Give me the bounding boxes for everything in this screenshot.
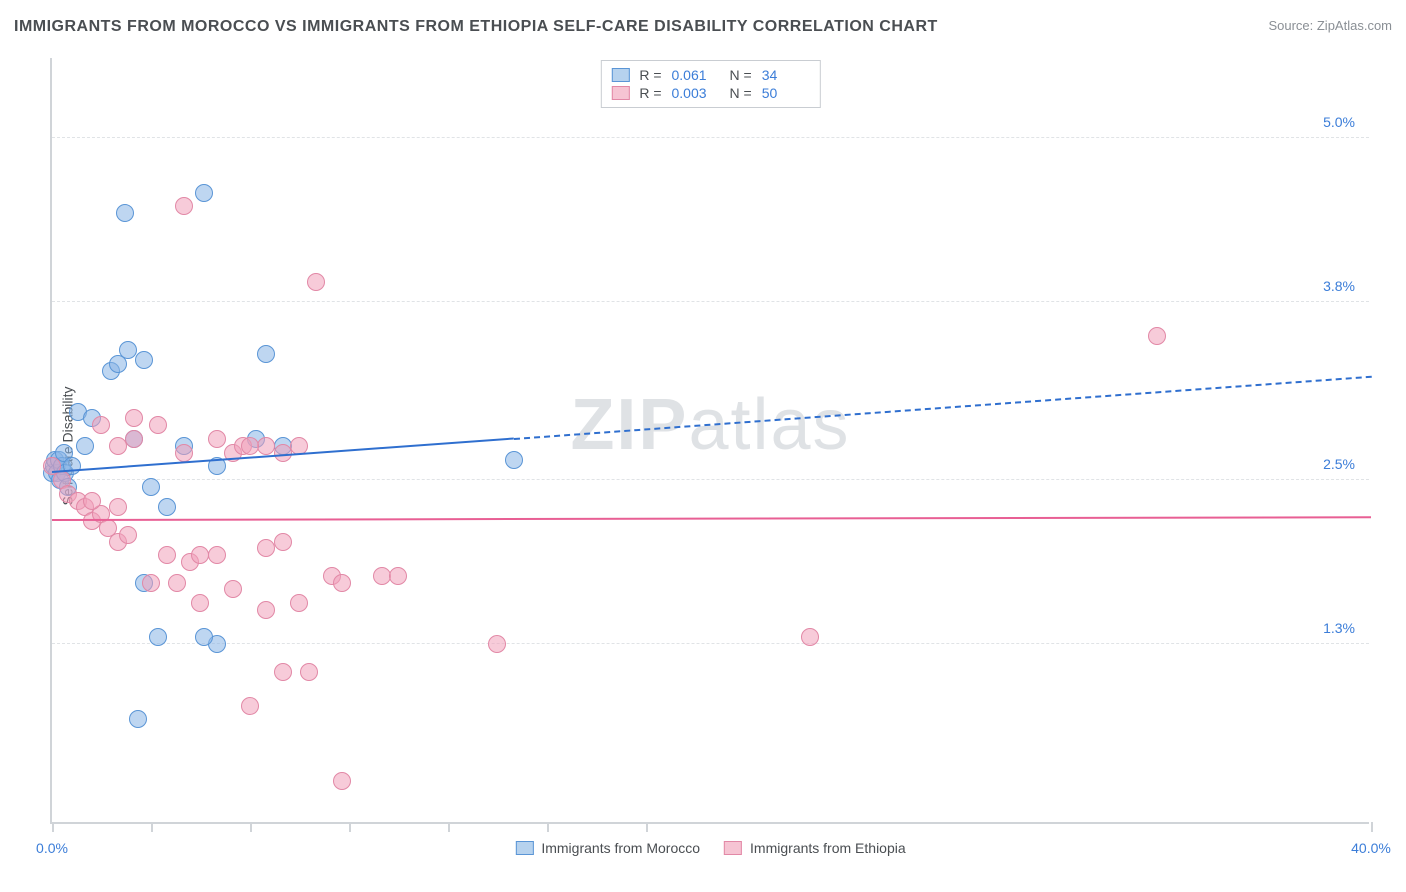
gridline xyxy=(52,643,1369,644)
scatter-point-morocco xyxy=(119,341,137,359)
scatter-point-morocco xyxy=(257,345,275,363)
scatter-point-ethiopia xyxy=(801,628,819,646)
trend-line-ethiopia xyxy=(52,516,1371,521)
chart-title: IMMIGRANTS FROM MOROCCO VS IMMIGRANTS FR… xyxy=(14,18,938,36)
legend-r-value-morocco: 0.061 xyxy=(672,67,720,83)
scatter-point-morocco xyxy=(158,498,176,516)
legend-top-row-ethiopia: R = 0.003 N = 50 xyxy=(611,84,809,102)
gridline xyxy=(52,301,1369,302)
scatter-point-morocco xyxy=(149,628,167,646)
scatter-point-ethiopia xyxy=(191,546,209,564)
scatter-point-ethiopia xyxy=(274,444,292,462)
source-attribution: Source: ZipAtlas.com xyxy=(1268,18,1392,33)
y-tick-label: 1.3% xyxy=(1323,620,1355,636)
scatter-point-ethiopia xyxy=(274,663,292,681)
scatter-point-ethiopia xyxy=(274,533,292,551)
x-tick xyxy=(52,822,54,832)
legend-bottom-item-morocco: Immigrants from Morocco xyxy=(515,840,700,856)
legend-bottom: Immigrants from Morocco Immigrants from E… xyxy=(515,840,905,856)
scatter-point-ethiopia xyxy=(109,498,127,516)
x-tick xyxy=(646,822,648,832)
scatter-point-ethiopia xyxy=(257,539,275,557)
x-tick xyxy=(448,822,450,832)
scatter-point-ethiopia xyxy=(290,594,308,612)
scatter-point-ethiopia xyxy=(119,526,137,544)
scatter-point-ethiopia xyxy=(149,416,167,434)
gridline xyxy=(52,479,1369,480)
scatter-point-ethiopia xyxy=(142,574,160,592)
scatter-point-ethiopia xyxy=(488,635,506,653)
scatter-point-morocco xyxy=(76,437,94,455)
scatter-point-ethiopia xyxy=(191,594,209,612)
scatter-point-ethiopia xyxy=(333,772,351,790)
legend-n-value-ethiopia: 50 xyxy=(762,85,810,101)
scatter-point-ethiopia xyxy=(389,567,407,585)
legend-r-value-ethiopia: 0.003 xyxy=(672,85,720,101)
legend-n-value-morocco: 34 xyxy=(762,67,810,83)
scatter-point-ethiopia xyxy=(333,574,351,592)
scatter-point-morocco xyxy=(195,184,213,202)
scatter-point-ethiopia xyxy=(158,546,176,564)
chart-container: IMMIGRANTS FROM MOROCCO VS IMMIGRANTS FR… xyxy=(0,0,1406,892)
x-tick xyxy=(547,822,549,832)
y-tick-label: 3.8% xyxy=(1323,278,1355,294)
x-tick-label: 40.0% xyxy=(1351,840,1391,856)
scatter-point-morocco xyxy=(505,451,523,469)
legend-bottom-item-ethiopia: Immigrants from Ethiopia xyxy=(724,840,906,856)
scatter-point-ethiopia xyxy=(125,430,143,448)
y-tick-label: 2.5% xyxy=(1323,456,1355,472)
legend-swatch-ethiopia xyxy=(724,841,742,855)
scatter-point-morocco xyxy=(129,710,147,728)
scatter-point-morocco xyxy=(135,351,153,369)
scatter-point-ethiopia xyxy=(109,437,127,455)
x-tick xyxy=(151,822,153,832)
scatter-point-ethiopia xyxy=(257,437,275,455)
legend-r-label: R = xyxy=(639,85,661,101)
scatter-point-ethiopia xyxy=(175,444,193,462)
legend-top: R = 0.061 N = 34 R = 0.003 N = 50 xyxy=(600,60,820,108)
scatter-point-ethiopia xyxy=(241,697,259,715)
legend-n-label: N = xyxy=(730,67,752,83)
legend-n-label: N = xyxy=(730,85,752,101)
scatter-point-ethiopia xyxy=(125,409,143,427)
legend-swatch-ethiopia xyxy=(611,86,629,100)
scatter-point-morocco xyxy=(142,478,160,496)
scatter-point-ethiopia xyxy=(224,580,242,598)
scatter-point-ethiopia xyxy=(208,546,226,564)
x-tick xyxy=(1371,822,1373,832)
scatter-point-morocco xyxy=(195,628,213,646)
x-tick xyxy=(349,822,351,832)
y-tick-label: 5.0% xyxy=(1323,114,1355,130)
scatter-point-ethiopia xyxy=(175,197,193,215)
legend-r-label: R = xyxy=(639,67,661,83)
gridline xyxy=(52,137,1369,138)
scatter-point-morocco xyxy=(116,204,134,222)
scatter-point-ethiopia xyxy=(83,492,101,510)
legend-swatch-morocco xyxy=(515,841,533,855)
legend-top-row-morocco: R = 0.061 N = 34 xyxy=(611,66,809,84)
scatter-point-ethiopia xyxy=(168,574,186,592)
scatter-point-ethiopia xyxy=(257,601,275,619)
trend-line-morocco-extrap xyxy=(514,375,1371,439)
legend-series-label-ethiopia: Immigrants from Ethiopia xyxy=(750,840,906,856)
x-tick-label: 0.0% xyxy=(36,840,68,856)
scatter-point-ethiopia xyxy=(1148,327,1166,345)
plot-area: ZIPatlas R =0.061N =34R =0.003N =50 Immi… xyxy=(50,58,1369,824)
x-tick xyxy=(250,822,252,832)
scatter-point-ethiopia xyxy=(373,567,391,585)
scatter-point-ethiopia xyxy=(307,273,325,291)
legend-swatch-morocco xyxy=(611,68,629,82)
scatter-point-ethiopia xyxy=(300,663,318,681)
legend-series-label-morocco: Immigrants from Morocco xyxy=(541,840,700,856)
scatter-point-ethiopia xyxy=(208,430,226,448)
scatter-point-ethiopia xyxy=(92,416,110,434)
scatter-point-ethiopia xyxy=(241,437,259,455)
